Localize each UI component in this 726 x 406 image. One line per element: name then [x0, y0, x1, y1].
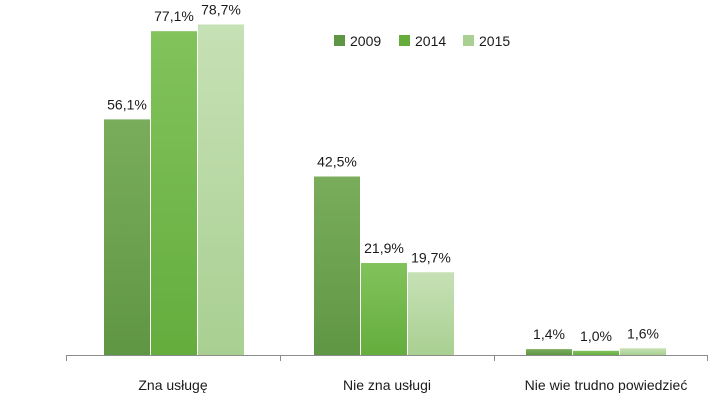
legend-label-2015: 2015	[479, 33, 510, 49]
value-label-2015-cat0: 78,7%	[201, 1, 241, 17]
bar-2009-cat2	[526, 349, 572, 355]
bar-2014-cat2	[573, 350, 619, 355]
value-label-2009-cat1: 42,5%	[317, 154, 357, 170]
bar-2009-cat1	[314, 176, 360, 355]
bar-2014-cat1	[361, 263, 407, 355]
category-label-nie-zna-uslugi: Nie zna usługi	[343, 377, 431, 393]
value-label-2014-cat2: 1,0%	[580, 328, 612, 344]
legend-label-2009: 2009	[350, 33, 381, 49]
legend-swatch-2014	[399, 35, 410, 46]
bar-2015-cat0	[198, 24, 244, 356]
category-label-nie-wie: Nie wie trudno powiedzieć	[525, 377, 688, 393]
legend: 2009 2014 2015	[334, 33, 510, 49]
value-label-2014-cat0: 77,1%	[154, 8, 194, 24]
category-label-zna-usluge: Zna usługę	[138, 377, 207, 393]
bar-2009-cat0	[104, 119, 150, 355]
legend-swatch-2015	[463, 35, 474, 46]
legend-label-2014: 2014	[415, 33, 446, 49]
value-label-2015-cat2: 1,6%	[627, 325, 659, 341]
value-label-2015-cat1: 19,7%	[411, 249, 451, 265]
value-label-2009-cat2: 1,4%	[533, 326, 565, 342]
bar-2014-cat0	[151, 31, 197, 356]
value-label-2014-cat1: 21,9%	[364, 240, 404, 256]
bars-group	[104, 24, 666, 356]
value-label-2009-cat0: 56,1%	[107, 96, 147, 112]
bar-2015-cat1	[408, 272, 454, 355]
bar-2015-cat2	[620, 348, 666, 355]
value-labels-group: 56,1% 77,1% 78,7% 42,5% 21,9% 19,7% 1,4% 1,0% 1,…	[107, 1, 659, 343]
legend-swatch-2009	[334, 35, 345, 46]
